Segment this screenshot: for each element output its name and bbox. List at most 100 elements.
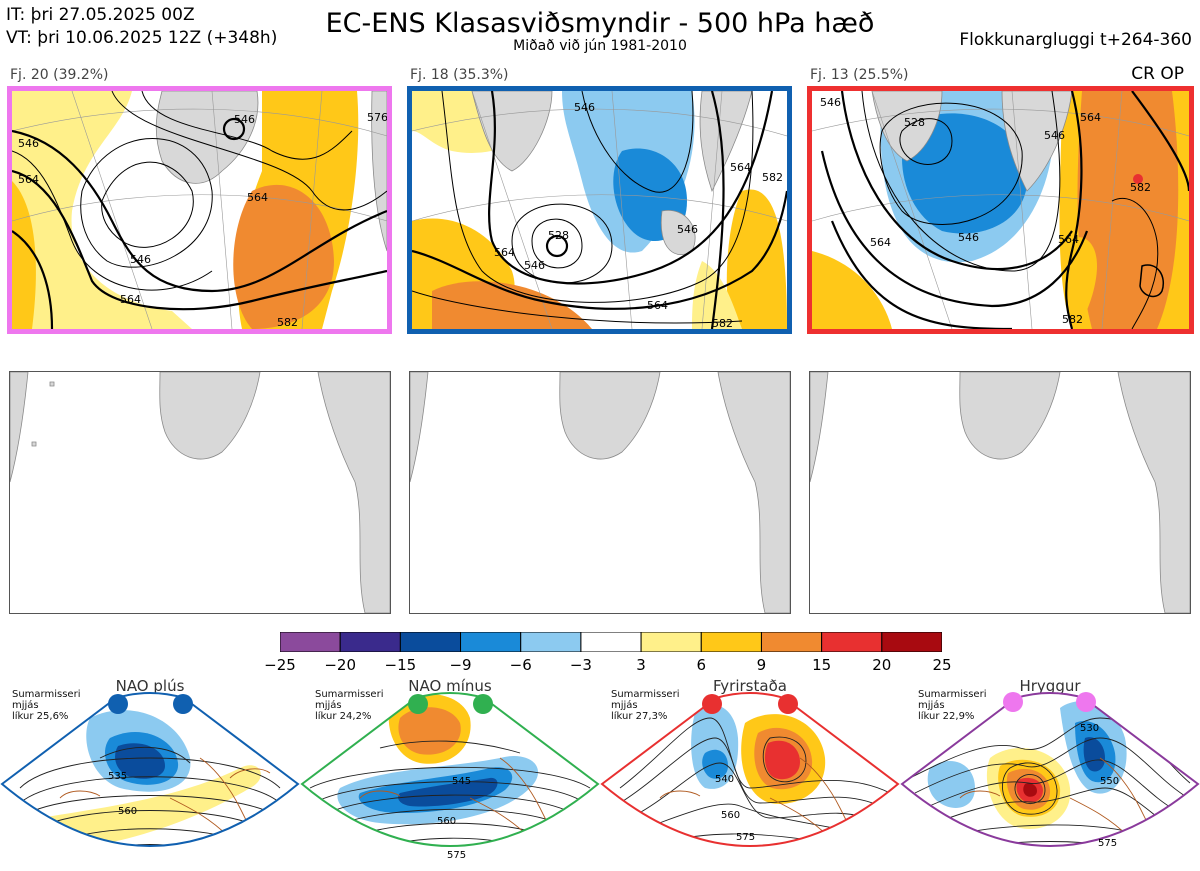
land-gray bbox=[471, 91, 753, 255]
contour-label: 575 bbox=[447, 850, 466, 861]
height-contours bbox=[412, 91, 787, 329]
cluster-2-label: Fj. 18 (35.3%) bbox=[410, 67, 509, 83]
colorbar-swatch bbox=[580, 631, 642, 653]
contour-label: 560 bbox=[437, 816, 456, 827]
height-contours bbox=[820, 91, 1189, 329]
colorbar-swatch bbox=[760, 631, 823, 653]
empty-map-2 bbox=[409, 371, 791, 614]
colorbar-tick-label: 15 bbox=[812, 656, 832, 674]
regime-dot bbox=[1003, 692, 1023, 712]
page-title: EC-ENS Klasasviðsmyndir - 500 hPa hæð bbox=[325, 8, 875, 39]
regime-panel-nao-plus: NAO plús Sumarmisseri mjjás líkur 25,6% 53… bbox=[0, 677, 300, 871]
page-subtitle: Miðað við jún 1981-2010 bbox=[513, 38, 687, 54]
graticule bbox=[412, 91, 787, 329]
contour-label: 546 bbox=[524, 259, 545, 272]
colorbar-swatch bbox=[821, 631, 883, 653]
graticule bbox=[812, 91, 1189, 329]
regime-info: Sumarmisseri mjjás líkur 27,3% bbox=[611, 689, 680, 722]
contour-label: 550 bbox=[1100, 776, 1119, 787]
empty-map-3 bbox=[809, 371, 1191, 614]
contour-label: 582 bbox=[277, 316, 298, 329]
contour-label: 564 bbox=[247, 191, 268, 204]
contour-label: 546 bbox=[1044, 129, 1065, 142]
colorbar-tick-label: 6 bbox=[696, 656, 707, 674]
colorbar-swatch bbox=[399, 631, 462, 653]
contour-labels: 528 546 564 546 564 582 582 564 546 bbox=[820, 96, 1151, 326]
contour-label: 546 bbox=[234, 113, 255, 126]
regime-frame bbox=[900, 692, 1200, 847]
marker-dot bbox=[1133, 174, 1143, 184]
regime-dot bbox=[778, 694, 798, 714]
colorbar-tick-label: 9 bbox=[756, 656, 767, 674]
colorbar bbox=[279, 631, 943, 653]
regime-dot bbox=[702, 694, 722, 714]
regime-frame bbox=[300, 692, 600, 847]
colorbar-tick-label: 25 bbox=[932, 656, 952, 674]
contour-label: 546 bbox=[958, 231, 979, 244]
contour-label: 564 bbox=[870, 236, 891, 249]
regime-info: Sumarmisseri mjjás líkur 22,9% bbox=[918, 689, 987, 722]
colorbar-swatch bbox=[520, 631, 582, 653]
contour-label: 528 bbox=[904, 116, 925, 129]
regime-dot bbox=[408, 694, 428, 714]
cluster-3-label: Fj. 13 (25.5%) bbox=[810, 67, 909, 83]
height-contours bbox=[12, 91, 387, 329]
initial-time: IT: þri 27.05.2025 00Z bbox=[6, 5, 195, 25]
contour-label: 546 bbox=[820, 96, 841, 109]
cluster-2-map: 546 564 528 546 564 582 564 546 582 bbox=[407, 86, 792, 334]
contour-label: 564 bbox=[494, 246, 515, 259]
cluster-1-map: 546 564 546 564 546 564 582 576 bbox=[7, 86, 392, 334]
colorbar-tick-label: −9 bbox=[449, 656, 472, 674]
contour-label: 560 bbox=[721, 810, 740, 821]
contour-label: 540 bbox=[715, 774, 734, 785]
classification-window: Flokkunargluggi t+264-360 bbox=[959, 30, 1192, 50]
contour-label: 564 bbox=[18, 173, 39, 186]
contour-label: 576 bbox=[367, 111, 387, 124]
contour-label: 560 bbox=[118, 806, 137, 817]
contour-label: 582 bbox=[762, 171, 783, 184]
cr-op-label: CR OP bbox=[1131, 64, 1184, 84]
contour-label: 564 bbox=[647, 299, 668, 312]
colorbar-swatch bbox=[460, 631, 522, 653]
regime-name: NAO plús bbox=[115, 677, 185, 695]
contour-label: 546 bbox=[574, 101, 595, 114]
colorbar-tick-label: 3 bbox=[636, 656, 646, 674]
regime-dot bbox=[108, 694, 128, 714]
header-info: IT: þri 27.05.2025 00Z VT: þri 10.06.202… bbox=[6, 4, 277, 50]
contour-label: 564 bbox=[730, 161, 751, 174]
cluster-1-label: Fj. 20 (39.2%) bbox=[10, 67, 109, 83]
cluster-3-map: 528 546 564 546 564 582 582 564 546 bbox=[807, 86, 1194, 334]
regime-panel-ridge: Hryggur Sumarmisseri mjjás líkur 22,9% bbox=[900, 677, 1200, 871]
colorbar-tick-label: −25 bbox=[264, 656, 296, 674]
regime-panel-nao-minus: NAO mínus Sumarmisseri mjjás líkur 24,2% bbox=[300, 677, 600, 871]
contour-label: 546 bbox=[677, 223, 698, 236]
empty-map-1 bbox=[9, 371, 391, 614]
contour-label: 535 bbox=[108, 771, 127, 782]
colorbar-tick-label: −15 bbox=[384, 656, 417, 674]
colorbar-swatch bbox=[339, 631, 401, 653]
contour-label: 546 bbox=[18, 137, 39, 150]
contour-labels: 546 564 546 564 546 564 582 576 bbox=[18, 111, 387, 329]
contour-label: 575 bbox=[1098, 838, 1117, 849]
contour-label: 530 bbox=[1080, 723, 1099, 734]
contour-label: 582 bbox=[712, 317, 733, 329]
contour-label: 528 bbox=[548, 229, 569, 242]
contour-label: 564 bbox=[120, 293, 141, 306]
colorbar-tick-label: −3 bbox=[569, 656, 592, 674]
contour-label: 582 bbox=[1130, 181, 1151, 194]
anomaly-fill bbox=[812, 91, 1189, 329]
regime-info: Sumarmisseri mjjás líkur 25,6% bbox=[12, 689, 81, 722]
valid-time: VT: þri 10.06.2025 12Z (+348h) bbox=[6, 28, 278, 48]
contour-label: 546 bbox=[130, 253, 151, 266]
colorbar-swatch bbox=[640, 631, 702, 653]
regime-frame bbox=[0, 692, 300, 847]
contour-label: 564 bbox=[1080, 111, 1101, 124]
regime-name: Fyrirstaða bbox=[713, 677, 787, 695]
regime-frame bbox=[600, 692, 900, 847]
colorbar-ticks: −25 −20 −15 −9 −6 −3 3 6 9 15 20 25 bbox=[264, 656, 951, 676]
contour-label: 564 bbox=[1058, 233, 1079, 246]
colorbar-swatch bbox=[700, 631, 762, 653]
contour-label: 582 bbox=[1062, 313, 1083, 326]
regime-name: NAO mínus bbox=[408, 677, 492, 695]
land-gray bbox=[155, 91, 387, 252]
